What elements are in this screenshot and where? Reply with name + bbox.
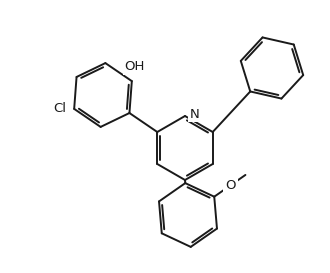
Text: O: O: [225, 179, 236, 192]
Text: OH: OH: [125, 60, 145, 73]
Text: Cl: Cl: [53, 102, 66, 115]
Text: N: N: [190, 108, 200, 120]
